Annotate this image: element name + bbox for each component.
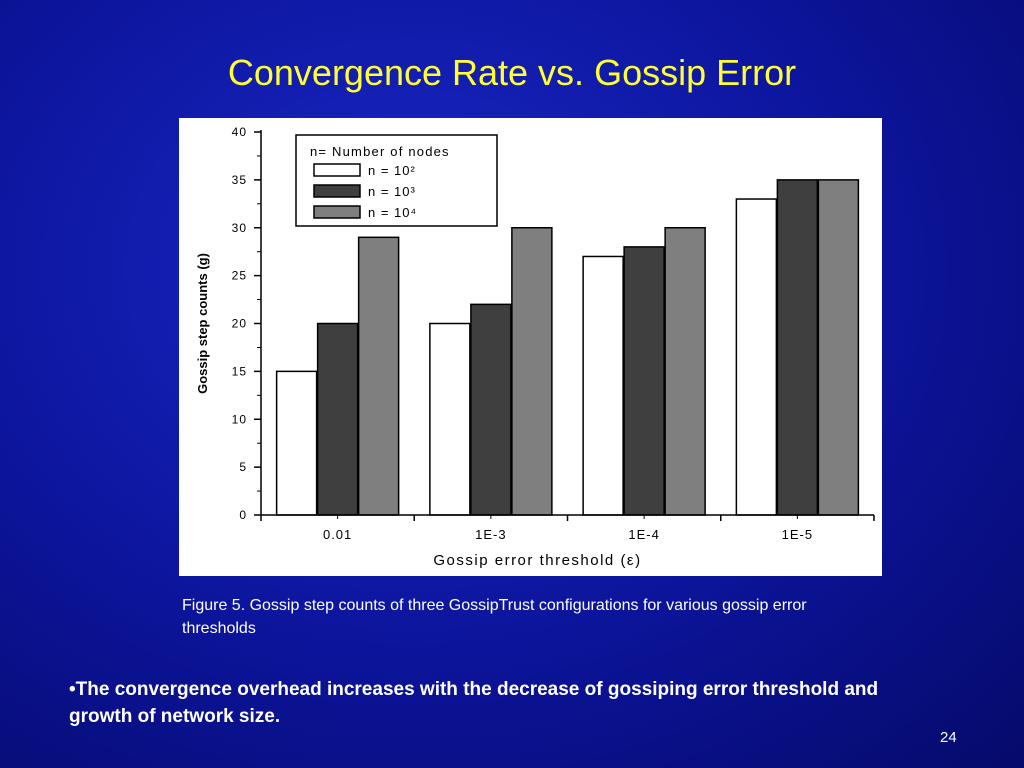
bars-group	[275, 179, 860, 516]
chart-svg: 0 5 10 15 20 25 30 35 40 0.01 1E-3 1E-4 1E-5 Gossip…	[195, 125, 875, 569]
bar-1e5-series-2	[776, 179, 819, 516]
x-tick-label: 0.01	[323, 527, 352, 542]
x-tick-label: 1E-3	[475, 527, 506, 542]
page-number: 24	[940, 729, 957, 746]
x-tick-label: 1E-4	[628, 527, 659, 542]
bar-1e4-series-3	[664, 227, 706, 516]
bar-001-series-2	[316, 322, 359, 516]
y-tick-label: 5	[239, 460, 247, 474]
legend-swatch-3	[313, 205, 361, 219]
y-tick-label: 40	[232, 125, 247, 139]
y-tick-label: 20	[232, 317, 247, 331]
bar-1e4-series-2	[623, 246, 665, 516]
bar-1e3-series-1	[429, 322, 471, 516]
y-tick-label: 30	[232, 221, 247, 235]
legend-title: n= Number of nodes	[310, 144, 450, 159]
y-tick-label: 15	[232, 364, 247, 378]
y-tick-label: 0	[239, 508, 247, 522]
y-axis-label: Gossip step counts (g)	[195, 253, 210, 394]
bar-001-series-3	[357, 236, 400, 516]
legend-swatch-1	[313, 163, 361, 177]
legend-entry-3: n = 10⁴	[368, 205, 417, 220]
y-ticks-group: 0 5 10 15 20 25 30 35 40	[232, 125, 261, 522]
bar-chart: 0 5 10 15 20 25 30 35 40 0.01 1E-3 1E-4 1E-5 Gossip…	[179, 118, 882, 576]
bullet-point: •The convergence overhead increases with…	[69, 679, 879, 727]
legend: n= Number of nodes n = 10² n = 10³ n = 10⁴	[295, 134, 498, 227]
y-tick-label: 25	[232, 269, 247, 283]
bar-1e5-series-1	[735, 198, 778, 516]
y-tick-label: 10	[232, 412, 247, 426]
x-tick-label: 1E-5	[782, 527, 813, 542]
bar-1e5-series-3	[817, 179, 860, 516]
bar-1e4-series-1	[582, 255, 624, 516]
legend-entry-2: n = 10³	[368, 184, 416, 199]
y-tick-label: 35	[232, 173, 247, 187]
legend-swatch-2	[313, 184, 361, 198]
x-axis-label: Gossip error threshold (ε)	[433, 552, 641, 569]
bar-1e3-series-2	[470, 303, 512, 516]
bar-001-series-1	[275, 370, 318, 516]
slide-title: Convergence Rate vs. Gossip Error	[227, 52, 797, 93]
legend-entry-1: n = 10²	[368, 163, 416, 178]
x-ticks-group: 0.01 1E-3 1E-4 1E-5	[260, 515, 875, 542]
bar-1e3-series-3	[511, 227, 553, 516]
figure-caption: Figure 5. Gossip step counts of three Go…	[182, 597, 807, 637]
